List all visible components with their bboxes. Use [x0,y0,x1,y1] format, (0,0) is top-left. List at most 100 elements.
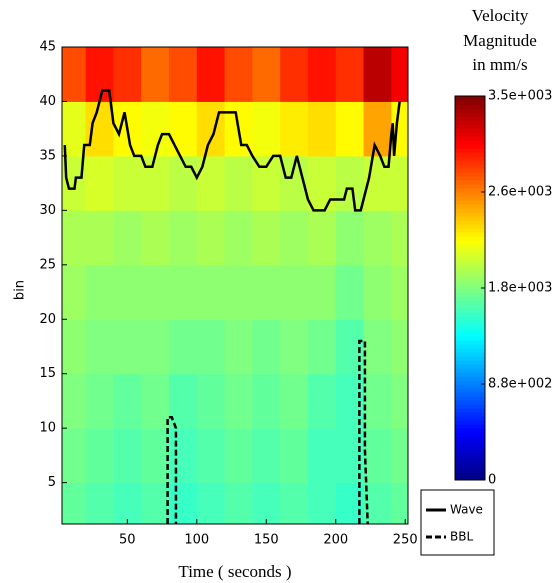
colorbar-step [455,256,485,261]
heatmap-cell [196,155,226,211]
heatmap-cell [196,482,226,524]
heatmap-cell [141,210,170,266]
heatmap-cell [196,428,226,484]
colorbar-step [455,328,485,333]
heatmap-cell [280,210,309,266]
heatmap-cell [391,482,408,524]
colorbar-step [455,216,485,221]
colorbar-step [455,444,485,449]
heatmap-cell [168,319,198,375]
heatmap-cell [113,155,142,211]
heatmap-cell [196,210,226,266]
colorbar-step [455,404,485,409]
heatmap-cell [168,47,198,102]
y-tick-label: 25 [39,257,56,272]
colorbar-step [455,156,485,161]
heatmap-cell [141,101,170,157]
heatmap-cell [168,264,198,320]
heatmap-cell [252,264,281,320]
colorbar-step [455,376,485,381]
colorbar-step [455,204,485,209]
heatmap-cell [62,47,87,102]
y-axis-label: bin [13,280,28,300]
heatmap [62,47,408,524]
heatmap-cell [224,210,253,266]
overlay-lines [63,89,401,524]
colorbar-step [455,284,485,289]
colorbar-step [455,440,485,445]
colorbar-step [455,212,485,217]
heatmap-cell [224,47,253,102]
heatmap-cell [307,47,337,102]
colorbar-step [455,260,485,265]
colorbar-step [455,196,485,201]
heatmap-cell [363,482,392,524]
colorbar-step [455,136,485,141]
heatmap-cell [307,482,337,524]
colorbar-step [455,116,485,121]
heatmap-cell [85,101,114,157]
colorbar-step [455,452,485,457]
colorbar-step [455,392,485,397]
colorbar-step [455,340,485,345]
heatmap-cell [196,319,226,375]
colorbar-step [455,172,485,177]
colorbar-step [455,436,485,441]
heatmap-cell [252,101,281,157]
x-tick-label: 250 [393,533,418,548]
colorbar-step [455,164,485,169]
heatmap-cell [113,210,142,266]
colorbar-step [455,104,485,109]
heatmap-cell [280,47,309,102]
colorbar-step [455,360,485,365]
colorbar-step [455,464,485,469]
colorbar-step [455,424,485,429]
heatmap-cell [168,428,198,484]
heatmap-cell [391,47,408,102]
colorbar-step [455,108,485,113]
x-tick-label: 100 [184,533,209,548]
heatmap-cell [307,373,337,429]
y-tick-label: 15 [39,366,56,381]
colorbar-step [455,312,485,317]
colorbar-step [455,416,485,421]
heatmap-cell [335,210,365,266]
x-tick-label: 50 [119,533,136,548]
heatmap-cell [62,319,87,375]
colorbar-step [455,232,485,237]
colorbar-step [455,448,485,453]
heatmap-cell [113,264,142,320]
plot-frame [61,46,409,525]
colorbar-title: in mm/s [472,55,527,74]
colorbar-step [455,380,485,385]
colorbar-step [455,420,485,425]
heatmap-cell [113,373,142,429]
colorbar-step [455,412,485,417]
colorbar-step [455,124,485,129]
colorbar-step [455,388,485,393]
colorbar-step [455,336,485,341]
heatmap-cell [85,155,114,211]
colorbar-tick-label: 2.6e+003 [488,185,552,200]
heatmap-cell [113,428,142,484]
heatmap-cell [196,373,226,429]
colorbar-step [455,344,485,349]
colorbar-step [455,352,485,357]
heatmap-cell [224,319,253,375]
heatmap-cell [391,428,408,484]
colorbar-step [455,348,485,353]
heatmap-cell [224,428,253,484]
colorbar-step [455,372,485,377]
colorbar-step [455,180,485,185]
colorbar-title: Velocity [472,6,529,25]
heatmap-cell [252,47,281,102]
heatmap-cell [335,101,365,157]
heatmap-cell [363,428,392,484]
colorbar-step [455,168,485,173]
heatmap-cell [141,319,170,375]
y-tick-label: 40 [39,94,56,109]
colorbar-step [455,368,485,373]
colorbar-step [455,332,485,337]
colorbar-step [455,208,485,213]
line-series [166,339,369,524]
